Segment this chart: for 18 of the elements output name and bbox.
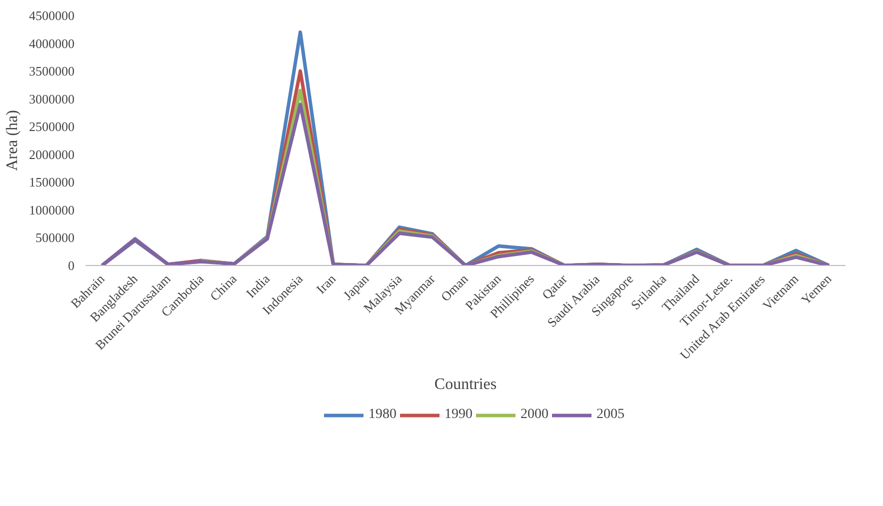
x-tick-label: Iran: [313, 270, 339, 297]
y-axis-title: Area (ha): [4, 110, 21, 171]
y-tick-label: 2000000: [29, 146, 74, 162]
y-tick-label: 3000000: [29, 91, 74, 106]
y-tick-label: 4500000: [29, 8, 74, 23]
y-tick-label: 1500000: [29, 174, 74, 190]
legend-label: 1990: [444, 407, 472, 423]
y-tick-label: 500000: [36, 230, 74, 246]
y-tick-label: 1000000: [29, 202, 74, 218]
y-tick-label: 4000000: [29, 36, 74, 51]
x-axis-title: Countries: [434, 376, 497, 393]
y-tick-label: 0: [68, 258, 74, 273]
legend-label: 2000: [520, 407, 548, 423]
line-series: [100, 102, 831, 266]
legend-label: 2005: [596, 407, 624, 423]
legend-label: 1980: [368, 407, 396, 423]
y-tick-label: 2500000: [29, 119, 74, 134]
y-tick-label: 3500000: [29, 64, 74, 79]
